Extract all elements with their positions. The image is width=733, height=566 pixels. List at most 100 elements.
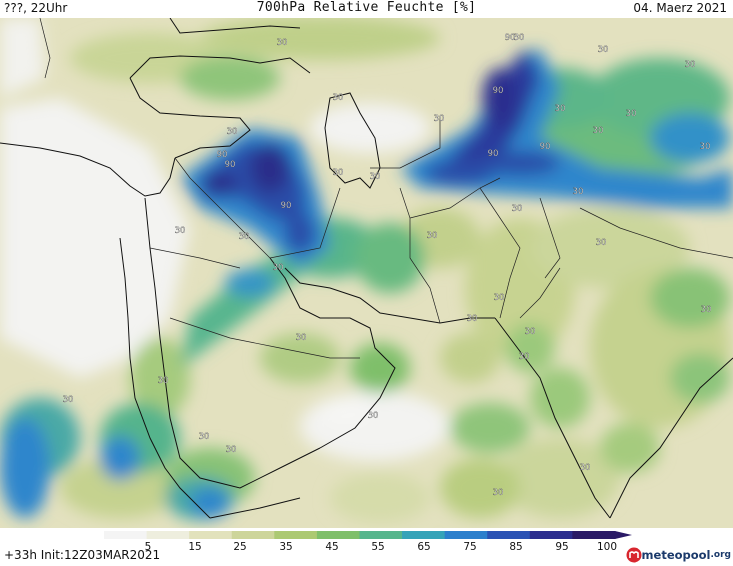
- svg-text:30: 30: [368, 411, 379, 421]
- svg-text:30: 30: [701, 305, 712, 315]
- contour-label: 30: [592, 126, 604, 136]
- contour-label: 30: [518, 352, 530, 362]
- svg-text:30: 30: [158, 376, 169, 386]
- svg-text:30: 30: [598, 45, 609, 55]
- color-scale-segment: [359, 531, 403, 539]
- contour-label: 90: [224, 160, 236, 170]
- color-scale-tick: 15: [188, 541, 202, 553]
- svg-text:30: 30: [296, 333, 307, 343]
- contour-label: 30: [524, 327, 536, 337]
- svg-text:30: 30: [273, 263, 284, 273]
- contour-label: 90: [280, 201, 292, 211]
- contour-label: 30: [238, 232, 250, 242]
- contour-label: 30: [62, 395, 74, 405]
- svg-text:90: 90: [281, 201, 292, 211]
- color-scale-tick: 85: [509, 541, 523, 553]
- svg-text:90: 90: [225, 160, 236, 170]
- svg-text:30: 30: [239, 232, 250, 242]
- contour-label: 30: [295, 333, 307, 343]
- svg-text:30: 30: [199, 432, 210, 442]
- color-scale-tick: 75: [463, 541, 477, 553]
- color-scale-tick: 45: [325, 541, 339, 553]
- color-scale-segment: [274, 531, 318, 539]
- svg-text:30: 30: [573, 187, 584, 197]
- meteopool-logo-icon: [626, 547, 642, 563]
- svg-text:30: 30: [700, 142, 711, 152]
- contour-label: 30: [579, 463, 591, 473]
- contour-label: 30: [367, 411, 379, 421]
- svg-text:30: 30: [493, 488, 504, 498]
- color-scale-segment: [529, 531, 573, 539]
- svg-text:30: 30: [63, 395, 74, 405]
- contour-label: 30: [466, 314, 478, 324]
- color-scale-segment: [487, 531, 531, 539]
- color-scale-tick: 95: [555, 541, 569, 553]
- humidity-field: [0, 18, 733, 528]
- contour-label: 30: [699, 142, 711, 152]
- contour-label: 90: [539, 142, 551, 152]
- svg-text:30: 30: [227, 127, 238, 137]
- color-scale-segment: [572, 531, 616, 539]
- contour-label: 30: [198, 432, 210, 442]
- coastlines: [0, 18, 733, 519]
- color-scale-segment: [316, 531, 360, 539]
- svg-text:30: 30: [685, 60, 696, 70]
- color-scale-tick: 35: [279, 541, 293, 553]
- color-scale-arrow: [614, 531, 632, 539]
- svg-text:30: 30: [277, 38, 288, 48]
- legend: 5 15 25 35 45 55 65 75 85 95 100 +33h Init:12Z03MA…: [0, 528, 733, 566]
- svg-text:30: 30: [333, 168, 344, 178]
- svg-text:30: 30: [519, 352, 530, 362]
- color-scale-segment: [231, 531, 275, 539]
- color-scale-tick: 65: [417, 541, 431, 553]
- contour-label: 30: [225, 445, 237, 455]
- borders: [39, 18, 733, 359]
- contour-label: 30: [426, 231, 438, 241]
- svg-text:90: 90: [217, 150, 228, 160]
- svg-text:90: 90: [505, 33, 516, 43]
- color-scale-tick: 55: [371, 541, 385, 553]
- svg-text:30: 30: [525, 327, 536, 337]
- init-time-label: +33h Init:12Z03MAR2021: [4, 548, 161, 562]
- svg-text:30: 30: [427, 231, 438, 241]
- logo-tld: .org: [710, 550, 731, 560]
- svg-text:30: 30: [514, 33, 525, 43]
- contour-label: 90: [492, 86, 503, 96]
- svg-text:30: 30: [580, 463, 591, 473]
- svg-text:30: 30: [555, 104, 566, 114]
- contour-label: 90: [504, 33, 516, 43]
- svg-text:30: 30: [370, 172, 381, 182]
- meteopool-logo[interactable]: meteopool .org: [626, 547, 731, 563]
- contour-label: 30: [554, 104, 566, 114]
- svg-text:30: 30: [596, 238, 607, 248]
- color-scale-segment: [146, 531, 190, 539]
- contour-label: 90: [487, 149, 498, 159]
- svg-text:30: 30: [434, 114, 445, 124]
- color-scale-bar: [104, 531, 632, 539]
- contour-label: 30: [332, 93, 343, 103]
- contour-label: 30: [493, 293, 505, 303]
- svg-text:30: 30: [494, 293, 505, 303]
- contour-label: 30: [625, 109, 636, 119]
- color-scale-segment: [444, 531, 488, 539]
- contour-label: 30: [572, 187, 584, 197]
- contour-label: 30: [272, 263, 284, 273]
- color-scale-tick: 5: [144, 541, 152, 553]
- contour-label: 30: [174, 226, 185, 236]
- svg-text:30: 30: [593, 126, 604, 136]
- svg-text:30: 30: [226, 445, 237, 455]
- contour-label: 30: [595, 238, 607, 248]
- color-scale-segment: [189, 531, 233, 539]
- svg-text:30: 30: [467, 314, 478, 324]
- contour-label: 30: [492, 488, 504, 498]
- contour-label: 30: [513, 33, 525, 43]
- contour-label: 30: [157, 376, 169, 386]
- contour-label: 30: [276, 38, 288, 48]
- svg-text:30: 30: [512, 204, 523, 214]
- contour-label: 30: [332, 168, 344, 178]
- svg-text:90: 90: [540, 142, 551, 152]
- color-scale-tick: 25: [233, 541, 247, 553]
- contour-label: 30: [226, 127, 238, 137]
